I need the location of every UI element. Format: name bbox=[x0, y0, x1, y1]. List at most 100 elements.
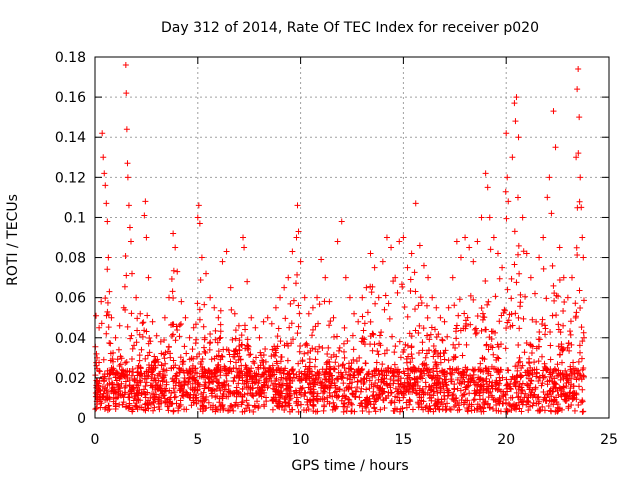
data-point-cloud bbox=[306, 379, 313, 386]
data-point bbox=[375, 294, 382, 301]
data-point-cloud bbox=[134, 396, 141, 403]
data-point-cloud bbox=[302, 371, 309, 378]
data-point-cloud bbox=[346, 371, 353, 378]
data-point bbox=[363, 284, 370, 291]
data-point-cloud bbox=[369, 283, 376, 290]
data-point-cloud bbox=[397, 380, 404, 387]
data-point-cloud bbox=[575, 150, 582, 157]
data-point-cloud bbox=[378, 376, 385, 383]
data-point-cloud bbox=[463, 341, 470, 348]
data-point-cloud bbox=[310, 403, 317, 410]
y-tick-label: 0.12 bbox=[55, 170, 86, 186]
data-point-cloud bbox=[265, 382, 272, 389]
data-point-cloud bbox=[488, 335, 495, 342]
data-point-cloud bbox=[375, 391, 382, 398]
y-tick-label: 0.06 bbox=[55, 291, 86, 307]
y-tick-label: 0.14 bbox=[55, 130, 86, 146]
axis-ticks: 0 0.02 0.04 0.06 0.08 0.1 0.12 0.14 0.16 0.18 0 5 10… bbox=[55, 50, 618, 448]
data-point-cloud bbox=[110, 358, 117, 365]
data-point-cloud bbox=[458, 380, 465, 387]
data-point-cloud bbox=[407, 359, 414, 366]
data-point-cloud bbox=[286, 408, 293, 415]
data-point-cloud bbox=[497, 408, 504, 415]
data-point-cloud bbox=[452, 345, 459, 352]
data-point-cloud bbox=[434, 403, 441, 410]
data-point-cloud bbox=[406, 396, 413, 403]
data-point-cloud bbox=[490, 351, 497, 358]
data-point-cloud bbox=[464, 397, 471, 404]
data-point-cloud bbox=[166, 398, 173, 405]
data-point-cloud bbox=[520, 248, 527, 255]
data-point-cloud bbox=[482, 278, 489, 285]
data-point bbox=[137, 310, 144, 317]
data-point bbox=[478, 214, 485, 221]
data-point bbox=[509, 154, 516, 161]
data-point-cloud bbox=[458, 396, 465, 403]
data-point-cloud bbox=[409, 406, 416, 413]
data-point-cloud bbox=[466, 390, 473, 397]
data-point bbox=[124, 174, 131, 181]
data-point-cloud bbox=[370, 388, 377, 395]
data-point-cloud bbox=[576, 371, 583, 378]
data-point bbox=[351, 310, 358, 317]
data-point-cloud bbox=[127, 335, 134, 342]
data-point-cloud bbox=[141, 375, 148, 382]
data-point-cloud bbox=[468, 407, 475, 414]
data-point-cloud bbox=[428, 397, 435, 404]
data-point-cloud bbox=[461, 310, 468, 317]
data-point bbox=[285, 274, 292, 281]
data-point-cloud bbox=[507, 402, 514, 409]
data-point-cloud bbox=[420, 406, 427, 413]
data-point-cloud bbox=[420, 398, 427, 405]
data-point-cloud bbox=[525, 399, 532, 406]
data-point-cloud bbox=[497, 388, 504, 395]
data-point bbox=[425, 274, 432, 281]
data-point-cloud bbox=[391, 405, 398, 412]
data-point bbox=[93, 312, 100, 319]
data-point-cloud bbox=[209, 406, 216, 413]
data-point-cloud bbox=[507, 323, 514, 330]
data-point-cloud bbox=[170, 267, 177, 274]
data-point-cloud bbox=[487, 246, 494, 253]
data-point-cloud bbox=[529, 316, 536, 323]
data-point-cloud bbox=[504, 381, 511, 388]
data-point-cloud bbox=[516, 325, 523, 332]
data-point-cloud bbox=[428, 324, 435, 331]
data-point-cloud bbox=[341, 354, 348, 361]
data-point-cloud bbox=[113, 369, 120, 376]
data-point bbox=[334, 238, 341, 245]
data-point-cloud bbox=[350, 356, 357, 363]
data-point-cloud bbox=[506, 400, 513, 407]
data-point-cloud bbox=[96, 367, 103, 374]
data-point-cloud bbox=[452, 354, 459, 361]
data-point bbox=[519, 214, 526, 221]
data-point-cloud bbox=[152, 386, 159, 393]
data-point-cloud bbox=[577, 372, 584, 379]
data-point-cloud bbox=[572, 366, 579, 373]
data-point-cloud bbox=[134, 372, 141, 379]
data-point-cloud bbox=[275, 367, 282, 374]
data-point-cloud bbox=[148, 382, 155, 389]
data-point-cloud bbox=[176, 322, 183, 329]
data-point-cloud bbox=[190, 397, 197, 404]
data-point-cloud bbox=[301, 350, 308, 357]
data-point-cloud bbox=[532, 394, 539, 401]
data-point bbox=[112, 334, 119, 341]
data-point-cloud bbox=[361, 375, 368, 382]
data-point-cloud bbox=[326, 363, 333, 370]
y-tick-label: 0.16 bbox=[55, 90, 86, 106]
data-point-cloud bbox=[263, 394, 270, 401]
data-point-cloud bbox=[143, 368, 150, 375]
x-tick-label: 10 bbox=[292, 432, 310, 448]
data-point-cloud bbox=[122, 359, 129, 366]
data-point-cloud bbox=[541, 322, 548, 329]
data-point-cloud bbox=[216, 335, 223, 342]
data-point-cloud bbox=[344, 375, 351, 382]
data-point-cloud bbox=[127, 388, 134, 395]
data-point-cloud bbox=[580, 372, 587, 379]
data-point-cloud bbox=[450, 391, 457, 398]
data-point-cloud bbox=[380, 375, 387, 382]
data-point bbox=[219, 258, 226, 265]
data-point-cloud bbox=[387, 390, 394, 397]
data-point bbox=[579, 234, 586, 241]
